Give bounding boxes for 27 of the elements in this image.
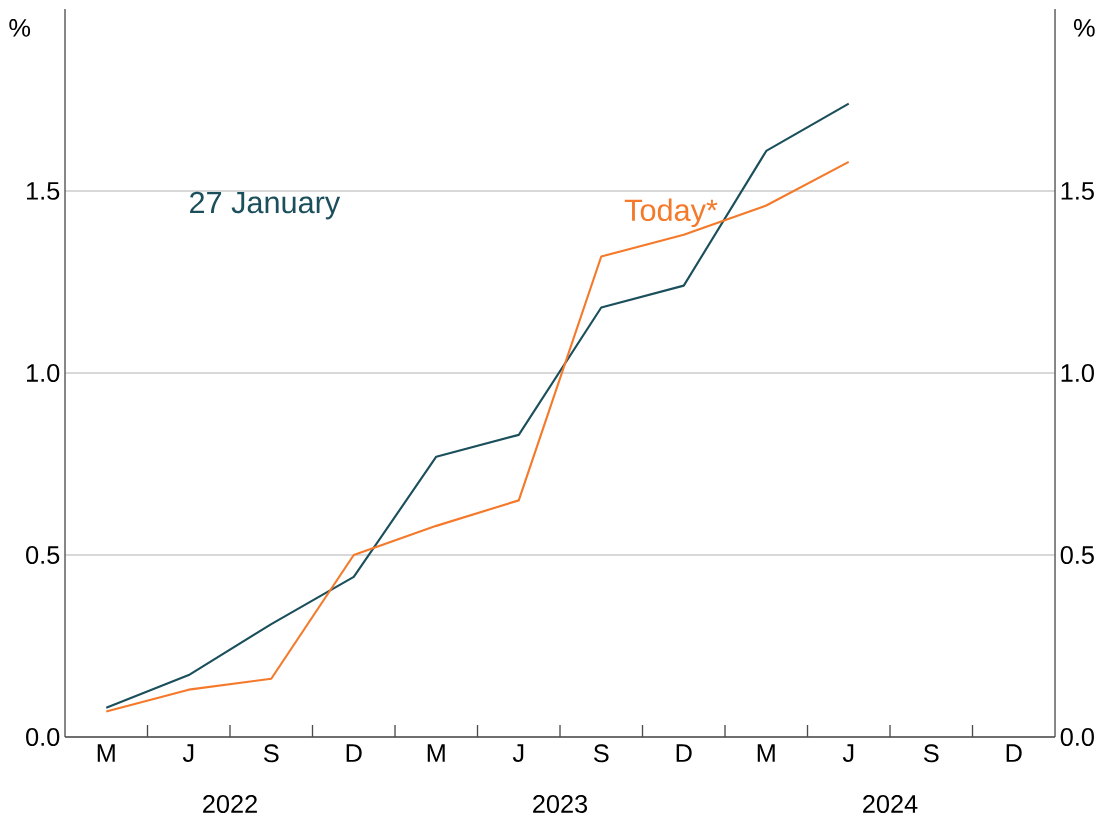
x-tick-label: D [346,744,362,762]
text: 2024 [863,795,918,813]
x-tick-label: J [512,744,524,763]
y-tick-label: 0.5 [26,546,60,564]
x-tick-label: S [923,744,939,763]
y2-tick-label: 1.5 [1061,182,1094,200]
x-tick-label: S [593,744,609,763]
text: 27 January [190,191,341,220]
x-tick-label: M [427,744,445,762]
x-tick-label: D [1006,744,1022,762]
x-tick-label: M [97,744,115,762]
y-tick-label: 1.0 [27,364,60,382]
y2-tick-label: 0.5 [1060,546,1094,564]
y2-axis-title: % [1073,19,1095,37]
x-tick-label: J [842,744,854,763]
text: 2023 [533,795,588,813]
y-axis-title: % [9,19,31,37]
y-tick-label: 1.5 [27,182,60,200]
x-tick-label: J [182,744,194,763]
y-tick-label: 0.0 [26,728,60,746]
y2-tick-label: 0.0 [1060,728,1094,746]
x-tick-label: D [676,744,692,762]
text: 2022 [203,795,257,813]
y2-tick-label: 1.0 [1061,364,1094,382]
x-tick-label: M [757,744,775,762]
x-tick-label: S [263,744,279,763]
series-label: Today* [624,198,718,228]
